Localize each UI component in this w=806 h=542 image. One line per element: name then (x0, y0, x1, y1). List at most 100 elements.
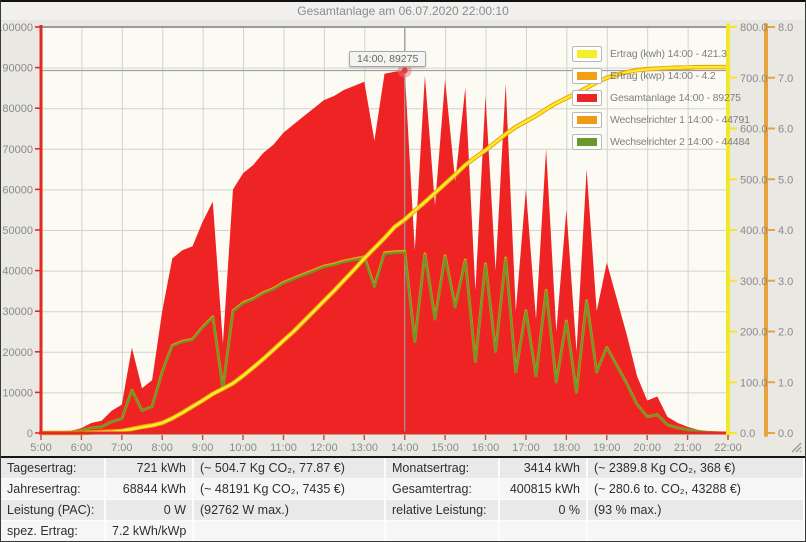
legend-item-wechselrichter-1[interactable]: Wechselrichter 1 14:00 - 44791 (572, 109, 750, 130)
svg-text:0: 0 (27, 428, 33, 440)
legend-item-ertrag-kwp[interactable]: Ertrag (kwp) 14:00 - 4.2 (572, 65, 750, 86)
svg-text:700.0: 700.0 (740, 73, 768, 85)
stat-detail: (~ 504.7 Kg CO₂, 77.87 €) (193, 458, 386, 479)
svg-text:20000: 20000 (2, 347, 33, 359)
svg-text:20:00: 20:00 (633, 442, 661, 454)
legend-item-wechselrichter-2[interactable]: Wechselrichter 2 14:00 - 44484 (572, 131, 750, 152)
svg-text:30000: 30000 (2, 306, 33, 318)
chart-title-bar: Gesamtanlage am 06.07.2020 22:00:10 (1, 2, 805, 20)
svg-text:40000: 40000 (2, 266, 33, 278)
stat-detail: (~ 280.6 to. CO₂, 43288 €) (587, 478, 805, 500)
svg-text:90000: 90000 (2, 63, 33, 75)
stat-detail (193, 520, 386, 541)
legend-swatch-box (572, 111, 602, 128)
crosshair (41, 27, 728, 433)
stat-label: spez. Ertrag: (1, 520, 106, 541)
svg-text:9:00: 9:00 (192, 442, 213, 454)
chart-area: 0 10000 20000 30000 40000 50000 60000 70000 8000… (1, 20, 805, 456)
stat-label: relative Leistung: (385, 499, 500, 521)
svg-text:21:00: 21:00 (674, 442, 702, 454)
resize-handle[interactable] (791, 442, 802, 453)
legend-color-swatch (577, 71, 597, 80)
svg-text:0.0: 0.0 (778, 428, 793, 440)
legend-swatch-box (572, 67, 602, 84)
right-axis-kwh-ticks: 0.0 100.0 200.0 300.0 400.0 500.0 600.0 700.0 80… (730, 22, 768, 440)
stat-detail: (~ 48191 Kg CO₂, 7435 €) (193, 478, 386, 500)
svg-text:10:00: 10:00 (229, 442, 257, 454)
svg-text:600.0: 600.0 (740, 124, 768, 136)
series-wechselrichter-2 (39, 251, 730, 435)
svg-text:7.0: 7.0 (778, 73, 793, 85)
legend-color-swatch (577, 93, 597, 102)
svg-text:50000: 50000 (2, 225, 33, 237)
legend-label: Wechselrichter 1 14:00 - 44791 (610, 113, 750, 126)
chart-tooltip: 14:00, 89275 (349, 51, 427, 67)
legend-color-swatch (577, 137, 597, 146)
stat-label: Monatsertrag: (385, 458, 500, 479)
stat-detail (587, 520, 805, 541)
svg-text:200.0: 200.0 (740, 327, 768, 339)
svg-text:2.0: 2.0 (778, 327, 793, 339)
svg-text:500.0: 500.0 (740, 174, 768, 186)
stat-label: Jahresertrag: (1, 478, 106, 500)
stat-value: 7.2 kWh/kWp (105, 520, 194, 541)
crosshair-marker (397, 63, 412, 78)
svg-text:17:00: 17:00 (512, 442, 540, 454)
right-axis-kwp-ticks: 0.0 1.0 2.0 3.0 4.0 5.0 6.0 7.0 8.0 (768, 22, 793, 440)
x-axis-ticks: 5:00 6:00 7:00 8:00 9:00 10:00 11:00 12:00 13:00… (30, 435, 742, 454)
svg-text:13:00: 13:00 (351, 442, 379, 454)
legend-swatch-box (572, 45, 602, 62)
stat-value: 0 W (105, 499, 194, 521)
svg-text:800.0: 800.0 (740, 22, 768, 34)
chart-canvas[interactable]: 0 10000 20000 30000 40000 50000 60000 70000 8000… (1, 20, 805, 456)
legend-label: Ertrag (kwh) 14:00 - 421.3 (610, 47, 727, 60)
svg-text:7:00: 7:00 (111, 442, 132, 454)
legend-color-swatch (577, 49, 597, 58)
svg-text:10000: 10000 (2, 387, 33, 399)
svg-text:12:00: 12:00 (310, 442, 338, 454)
stat-value (499, 520, 588, 541)
svg-text:22:00: 22:00 (714, 442, 742, 454)
svg-text:5:00: 5:00 (30, 442, 51, 454)
stats-table: Tagesertrag: 721 kWh (~ 504.7 Kg CO₂, 77… (1, 458, 805, 541)
svg-text:1.0: 1.0 (778, 377, 793, 389)
legend-swatch-box (572, 133, 602, 150)
svg-text:14:00: 14:00 (391, 442, 419, 454)
table-row: Jahresertrag: 68844 kWh (~ 48191 Kg CO₂,… (1, 478, 805, 500)
legend-swatch-box (572, 89, 602, 106)
chart-title: Gesamtanlage am 06.07.2020 22:00:10 (297, 4, 509, 18)
svg-text:60000: 60000 (2, 184, 33, 196)
legend-label: Gesamtanlage 14:00 - 89275 (610, 91, 741, 104)
series-ertrag-kwh (39, 65, 730, 435)
stat-value: 400815 kWh (499, 478, 588, 500)
stat-detail: (~ 2389.8 Kg CO₂, 368 €) (587, 458, 805, 479)
svg-text:80000: 80000 (2, 103, 33, 115)
left-axis-ticks: 0 10000 20000 30000 40000 50000 60000 70000 8000… (1, 22, 41, 440)
legend-item-ertrag-kwh[interactable]: Ertrag (kwh) 14:00 - 421.3 (572, 43, 750, 64)
stat-detail: (93 % max.) (587, 499, 805, 521)
svg-text:18:00: 18:00 (553, 442, 581, 454)
chart-legend: Ertrag (kwh) 14:00 - 421.3 Ertrag (kwp) 1… (572, 43, 750, 153)
stat-label (385, 520, 500, 541)
table-row: Leistung (PAC): 0 W (92762 W max.) relat… (1, 499, 805, 521)
svg-text:11:00: 11:00 (270, 442, 297, 454)
stat-value: 721 kWh (105, 458, 194, 479)
svg-text:6:00: 6:00 (71, 442, 92, 454)
svg-text:8:00: 8:00 (152, 442, 173, 454)
stat-label: Gesamtertrag: (385, 478, 500, 500)
stat-value: 68844 kWh (105, 478, 194, 500)
svg-text:300.0: 300.0 (740, 276, 768, 288)
legend-item-gesamtanlage[interactable]: Gesamtanlage 14:00 - 89275 (572, 87, 750, 108)
svg-text:100000: 100000 (1, 22, 33, 34)
svg-text:19:00: 19:00 (593, 442, 621, 454)
svg-text:16:00: 16:00 (472, 442, 500, 454)
legend-label: Wechselrichter 2 14:00 - 44484 (610, 135, 750, 148)
svg-text:3.0: 3.0 (778, 276, 793, 288)
table-row: spez. Ertrag: 7.2 kWh/kWp (1, 520, 805, 541)
stat-detail: (92762 W max.) (193, 499, 386, 521)
svg-text:15:00: 15:00 (431, 442, 459, 454)
stat-label: Tagesertrag: (1, 458, 106, 479)
stat-label: Leistung (PAC): (1, 499, 106, 521)
svg-text:400.0: 400.0 (740, 225, 768, 237)
